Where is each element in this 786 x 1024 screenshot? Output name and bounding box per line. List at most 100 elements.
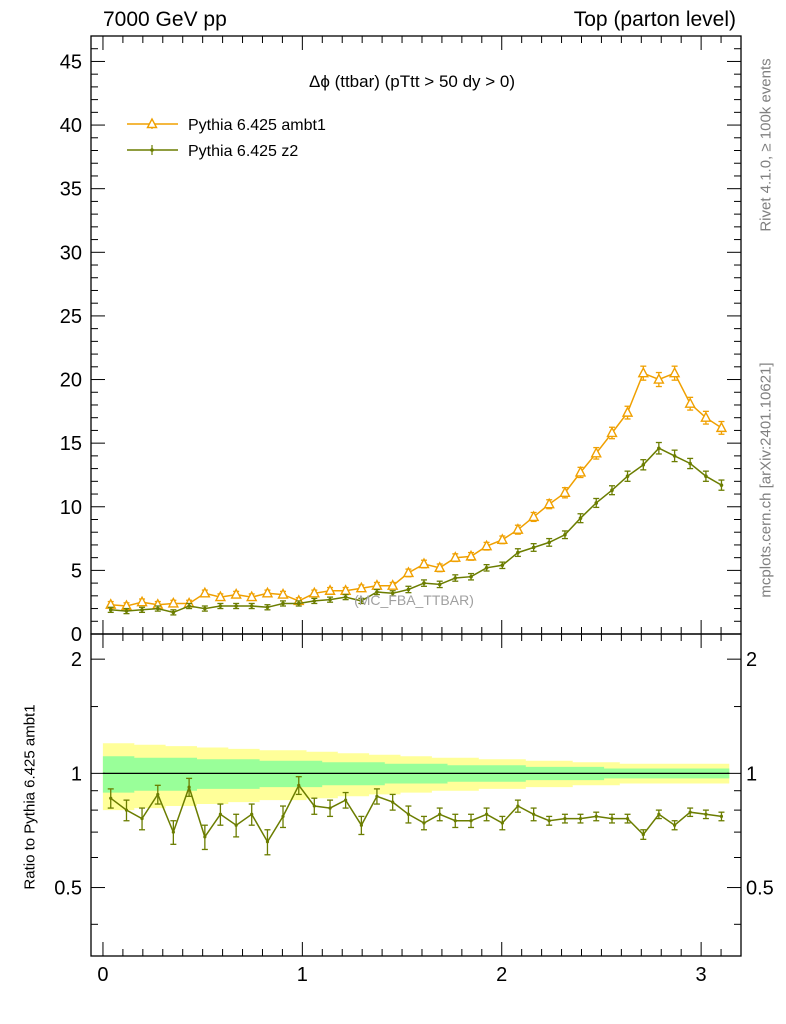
- data-point-triangle: [559, 486, 571, 497]
- ratio-point: [469, 819, 473, 823]
- ratio-point: [438, 812, 442, 816]
- ratio-point: [187, 785, 191, 789]
- ratio-point: [359, 823, 363, 827]
- data-point-triangle: [199, 586, 211, 598]
- ratio-point: [422, 821, 426, 825]
- data-point-dot: [704, 474, 708, 479]
- legend-label: Pythia 6.425 z2: [188, 143, 298, 160]
- main-panel: 0 5 10 15 20 25 30 35 40 45: [60, 35, 742, 646]
- ratio-point: [641, 832, 645, 837]
- data-point-triangle: [246, 590, 258, 602]
- ratio-point: [563, 816, 567, 821]
- data-point-triangle: [167, 596, 180, 608]
- data-point-dot: [171, 610, 176, 615]
- data-point-dot: [657, 446, 661, 451]
- ratio-point: [453, 819, 457, 823]
- data-point-triangle: [668, 366, 681, 378]
- x-tick-label: 2: [496, 964, 507, 986]
- data-point-triangle: [715, 421, 728, 433]
- data-point-dot: [437, 582, 442, 587]
- data-point-dot: [500, 563, 505, 568]
- data-point-dot: [625, 474, 630, 479]
- ratio-point: [297, 783, 301, 787]
- ratio-point: [250, 812, 254, 816]
- data-point-dot: [265, 605, 270, 610]
- ratio-point: [704, 812, 708, 816]
- data-point-dot: [203, 606, 207, 611]
- data-point-dot: [516, 550, 520, 555]
- data-point-dot: [187, 604, 191, 608]
- ratio-point: [594, 814, 598, 819]
- data-point-triangle: [606, 426, 618, 438]
- legend-marker-triangle: [146, 117, 158, 129]
- ratio-point: [391, 800, 395, 804]
- data-point-dot: [281, 601, 285, 606]
- data-point-triangle: [480, 539, 493, 551]
- data-point-dot: [155, 606, 160, 611]
- data-point-triangle: [261, 586, 274, 598]
- ratio-point: [203, 835, 207, 839]
- ratio-y-tick-label: 1: [71, 763, 82, 785]
- ratio-point: [688, 810, 692, 814]
- y-tick-label: 30: [60, 242, 82, 264]
- ratio-point: [234, 823, 238, 827]
- y-tick-label: 5: [71, 560, 82, 582]
- data-point-triangle: [684, 397, 696, 408]
- data-point-triangle: [418, 557, 430, 569]
- legend-marker-dot: [150, 148, 154, 152]
- data-point-triangle: [214, 590, 227, 602]
- ratio-point: [312, 804, 316, 808]
- header-process-label: Top (parton level): [573, 8, 736, 31]
- ratio-point: [516, 804, 520, 808]
- data-point-triangle: [230, 588, 242, 599]
- header-energy-label: 7000 GeV pp: [103, 8, 227, 31]
- x-tick-label: 0: [97, 964, 108, 986]
- data-point-triangle: [465, 549, 477, 561]
- y-tick-label: 15: [60, 433, 82, 455]
- data-point-dot: [641, 462, 646, 467]
- data-point-dot: [469, 574, 473, 579]
- ratio-y-tick-label-right: 2: [746, 649, 757, 671]
- ratio-point: [140, 816, 144, 821]
- data-point-triangle: [700, 411, 712, 422]
- data-point-triangle: [371, 579, 383, 590]
- data-point-dot: [312, 599, 317, 603]
- data-point-dot: [672, 454, 677, 458]
- data-point-dot: [547, 540, 551, 545]
- ratio-frame: [90, 633, 742, 957]
- chart-title: Δϕ (ttbar) (pTtt > 50 dy > 0): [309, 72, 515, 91]
- data-point-triangle: [527, 510, 540, 522]
- data-point-dot: [108, 608, 113, 612]
- ratio-point: [171, 830, 175, 834]
- ratio-point: [375, 794, 379, 798]
- data-point-dot: [719, 483, 724, 487]
- data-point-dot: [422, 581, 426, 585]
- data-point-triangle: [543, 497, 555, 509]
- y-tick-label: 45: [60, 51, 82, 73]
- data-point-triangle: [387, 579, 399, 590]
- data-point-dot: [343, 595, 348, 599]
- data-point-triangle: [324, 584, 336, 595]
- series-line: [110, 372, 722, 607]
- ratio-point: [484, 812, 489, 816]
- data-point-dot: [249, 604, 254, 608]
- data-point-triangle: [574, 465, 587, 477]
- ratio-point: [719, 814, 724, 819]
- y-tick-label: 25: [60, 306, 82, 328]
- data-point-dot: [484, 566, 489, 570]
- ratio-point: [547, 819, 551, 823]
- ratio-y-tick-label-right: 0.5: [746, 878, 774, 900]
- ratio-y-tick-label: 0.5: [54, 878, 82, 900]
- y-tick-label: 20: [60, 370, 82, 392]
- data-point-dot: [531, 545, 536, 550]
- data-point-triangle: [590, 446, 602, 458]
- data-point-triangle: [621, 406, 634, 417]
- data-point-dot: [406, 587, 411, 592]
- ratio-point: [610, 816, 614, 821]
- ratio-point: [673, 823, 677, 827]
- ratio-series-line: [110, 783, 722, 844]
- ratio-point: [532, 812, 536, 816]
- y-tick-label: 10: [60, 497, 82, 519]
- data-point-dot: [218, 604, 223, 608]
